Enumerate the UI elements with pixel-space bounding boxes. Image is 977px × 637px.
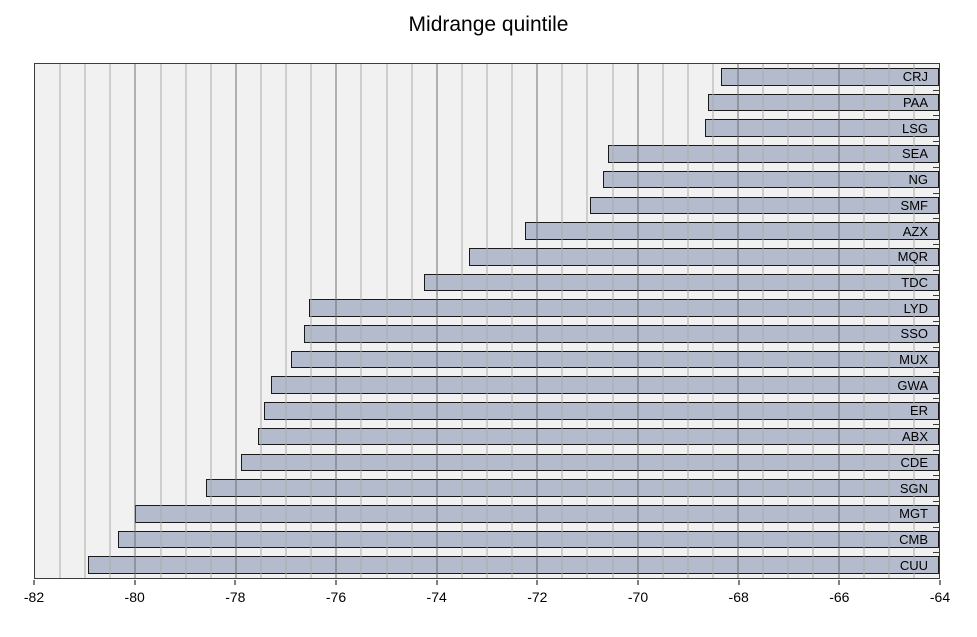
x-axis-tick xyxy=(234,580,236,585)
bar: MUX xyxy=(291,350,939,369)
bar-label: CMB xyxy=(899,531,928,547)
bar-label: LSG xyxy=(901,120,928,136)
x-axis-tick-label: -72 xyxy=(527,589,548,605)
bar: SSO xyxy=(303,325,939,343)
x-axis-tick-label: -76 xyxy=(325,589,347,605)
bar-label: MQR xyxy=(897,249,928,265)
bar-label: ABX xyxy=(901,429,928,445)
bar-label: CRJ xyxy=(902,69,928,85)
bar-label: ER xyxy=(909,403,928,419)
bar: SMF xyxy=(589,196,939,215)
bar: GWA xyxy=(271,376,939,395)
bar-label: CUU xyxy=(899,557,928,573)
x-axis-tick xyxy=(335,580,337,585)
bar: SEA xyxy=(607,145,939,163)
x-axis-tick xyxy=(838,580,840,585)
bar: CUU xyxy=(87,556,939,574)
bar: TDC xyxy=(424,273,939,292)
x-axis-tick-label: -74 xyxy=(426,589,447,605)
bar: CDE xyxy=(240,453,939,472)
x-axis-tick-label: -82 xyxy=(23,589,45,605)
bar-label: TDC xyxy=(901,274,928,290)
bar: CRJ xyxy=(720,68,939,86)
bar: LSG xyxy=(705,119,939,138)
x-axis-tick xyxy=(33,580,35,585)
bar-label: PAA xyxy=(902,95,928,111)
bar: CMB xyxy=(117,530,939,549)
x-axis-tick-label: -68 xyxy=(728,589,749,605)
bar-label: SEA xyxy=(901,146,928,162)
chart-title: Midrange quintile xyxy=(408,13,569,36)
x-axis-tick xyxy=(637,580,639,585)
bar: MQR xyxy=(469,247,939,266)
x-axis-tick xyxy=(738,580,740,585)
x-axis-tick-label: -64 xyxy=(929,589,951,605)
bar: SGN xyxy=(205,479,939,497)
bar-label: NG xyxy=(908,172,929,188)
x-axis-tick xyxy=(536,580,538,585)
bars-layer: CRJ PAA LSG SEA NG SMF AZX MQR TDC LYD SSO MUX GWA ER… xyxy=(35,64,939,578)
x-axis-tick-label: -80 xyxy=(124,589,145,605)
bar-label: MUX xyxy=(899,352,928,368)
bar-label: GWA xyxy=(897,377,928,393)
bar: NG xyxy=(602,170,939,189)
x-axis-tick xyxy=(436,580,438,585)
x-axis-tick-label: -78 xyxy=(225,589,246,605)
bar-label: CDE xyxy=(900,454,928,470)
bar: AZX xyxy=(524,222,939,240)
bar-label: SGN xyxy=(899,480,928,496)
bar: MGT xyxy=(135,504,939,523)
bar: PAA xyxy=(707,93,939,112)
x-axis-tick-label: -70 xyxy=(627,589,649,605)
bar-label: SMF xyxy=(900,197,928,213)
bar-label: MGT xyxy=(899,506,928,522)
bar-label: SSO xyxy=(900,326,928,342)
x-axis-tick xyxy=(939,580,941,585)
bar: LYD xyxy=(308,299,939,317)
x-axis-tick-label: -66 xyxy=(829,589,850,605)
x-axis-tick xyxy=(134,580,136,585)
bar-label: LYD xyxy=(903,300,928,316)
bar: ABX xyxy=(258,427,939,446)
bar-label: AZX xyxy=(902,223,928,239)
plot-area: CRJ PAA LSG SEA NG SMF AZX MQR TDC LYD SSO MUX GWA ER… xyxy=(34,63,940,579)
bar: ER xyxy=(263,402,939,420)
x-axis: -82 -80 -78 -76 -74 -72 -70 -68 -66 -64 xyxy=(24,580,950,616)
